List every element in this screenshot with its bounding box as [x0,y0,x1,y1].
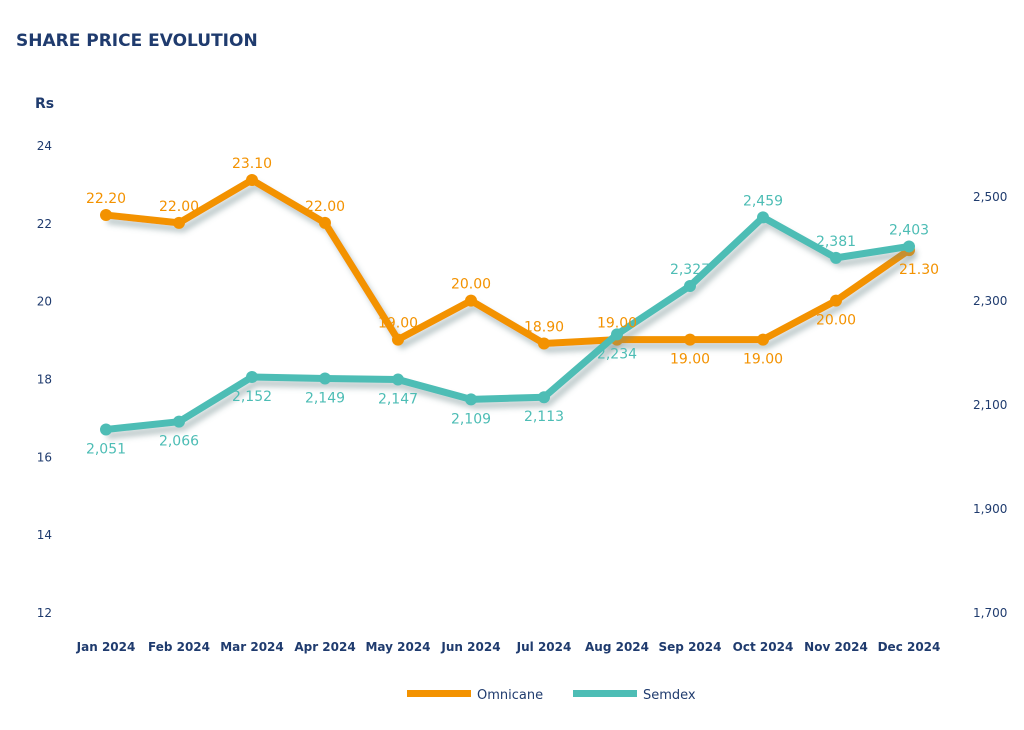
semdex-data-label: 2,113 [524,409,564,425]
y-tick-label: 16 [37,450,52,464]
semdex-legend-swatch [573,690,637,697]
omnicane-legend-label: Omnicane [477,688,543,703]
omnicane-point [319,216,331,229]
omnicane-point [173,216,185,229]
semdex-data-label: 2,459 [743,193,783,209]
semdex-point [319,372,331,385]
chart-title: SHARE PRICE EVOLUTION [16,31,258,51]
y-tick-label: 24 [37,139,52,153]
omnicane-point [392,333,404,346]
x-tick-label: May 2024 [365,640,430,654]
omnicane-data-label: 19.00 [378,316,418,332]
omnicane-data-label: 23.10 [232,156,272,172]
omnicane-data-label: 20.00 [816,313,856,329]
omnicane-legend-swatch [407,690,471,697]
semdex-data-label: 2,327 [670,262,710,278]
x-tick-label: Feb 2024 [148,640,210,654]
omnicane-point [684,333,696,346]
y-tick-label: 22 [37,217,52,231]
semdex-point [173,415,185,428]
omnicane-data-label: 22.20 [86,191,126,207]
semdex-data-label: 2,051 [86,441,126,457]
semdex-data-label: 2,149 [305,391,345,407]
semdex-data-label: 2,152 [232,389,272,405]
semdex-point [100,423,112,436]
semdex-point [830,251,842,264]
semdex-point [684,279,696,292]
x-tick-label: Sep 2024 [659,640,722,654]
omnicane-data-label: 20.00 [451,277,491,293]
y2-tick-label: 2,100 [973,398,1007,412]
semdex-data-label: 2,066 [159,434,199,450]
omnicane-data-label: 19.00 [670,352,710,368]
omnicane-point [830,294,842,307]
y2-tick-label: 1,900 [973,502,1007,516]
omnicane-data-label: 21.30 [899,262,939,278]
semdex-data-label: 2,381 [816,234,856,250]
semdex-data-label: 2,234 [597,346,637,362]
semdex-point [611,328,623,341]
x-tick-label: Nov 2024 [804,640,868,654]
omnicane-data-label: 22.00 [305,199,345,215]
y2-tick-label: 2,500 [973,190,1007,204]
y-tick-label: 18 [37,373,52,387]
omnicane-point [538,337,550,350]
omnicane-data-label: 19.00 [597,316,637,332]
semdex-data-label: 2,147 [378,392,418,408]
omnicane-data-label: 22.00 [159,199,199,215]
y-axis-label: Rs [35,96,54,112]
y-tick-label: 12 [37,606,52,620]
x-tick-label: Jan 2024 [76,640,136,654]
semdex-point [903,240,915,253]
semdex-point [246,370,258,383]
y-tick-label: 14 [37,528,52,542]
omnicane-data-label: 19.00 [743,352,783,368]
semdex-data-label: 2,403 [889,222,929,238]
x-tick-label: Apr 2024 [294,640,355,654]
omnicane-data-label: 18.90 [524,319,564,335]
x-tick-label: Mar 2024 [220,640,284,654]
semdex-point [392,373,404,386]
x-tick-label: Jun 2024 [440,640,500,654]
x-tick-label: Dec 2024 [878,640,941,654]
x-tick-label: Jul 2024 [516,640,572,654]
omnicane-point [757,333,769,346]
semdex-line [102,213,913,433]
y-tick-label: 20 [37,295,52,309]
omnicane-point [246,174,258,187]
semdex-point [465,393,477,406]
omnicane-point [465,294,477,307]
omnicane-point [100,209,112,222]
x-tick-label: Oct 2024 [733,640,794,654]
semdex-point [538,391,550,404]
y2-tick-label: 1,700 [973,606,1007,620]
omnicane-line [102,176,913,347]
semdex-data-label: 2,109 [451,411,491,427]
y2-tick-label: 2,300 [973,294,1007,308]
x-tick-label: Aug 2024 [585,640,649,654]
semdex-legend-label: Semdex [643,688,696,703]
semdex-point [757,211,769,224]
